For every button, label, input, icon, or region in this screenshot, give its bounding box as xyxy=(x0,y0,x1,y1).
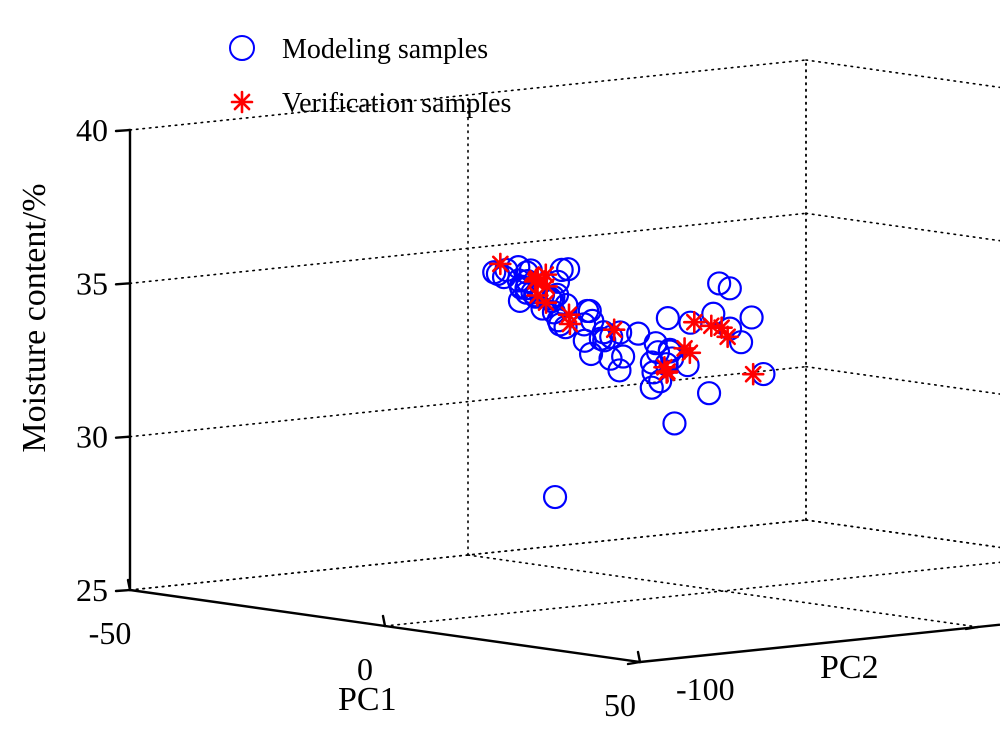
x-tick-label: -50 xyxy=(89,615,132,651)
grid-line xyxy=(129,212,807,285)
modeling-sample-point xyxy=(611,344,636,369)
modeling-sample-point xyxy=(643,331,668,356)
grid-line xyxy=(129,59,807,131)
z-tick-label: 30 xyxy=(76,419,108,455)
y-tick-label: -100 xyxy=(676,671,735,707)
z-tick-label: 35 xyxy=(76,265,108,301)
modeling-sample-point xyxy=(542,484,568,510)
data-marks xyxy=(482,252,776,510)
legend-star-glyph xyxy=(230,90,254,114)
z-axis-title: Moisture content/% xyxy=(16,183,53,452)
grid-lines xyxy=(129,59,1000,663)
x-tick-label: 0 xyxy=(357,651,373,687)
z-tick-label: 25 xyxy=(76,572,108,608)
modeling-sample-point xyxy=(655,306,680,331)
z-tick-mark xyxy=(114,282,132,286)
modeling-sample-point xyxy=(578,341,604,367)
verification-sample-point xyxy=(656,360,679,383)
grid-line xyxy=(805,212,1000,242)
legend-label-modeling: Modeling samples xyxy=(282,34,488,65)
legend-label-verification: Verification samples xyxy=(282,88,511,119)
grid-line xyxy=(384,561,1000,627)
z-tick-mark xyxy=(114,128,132,133)
modeling-sample-point xyxy=(607,358,632,383)
grid-line xyxy=(129,519,807,591)
verification-sample-point xyxy=(558,312,582,336)
grid-line xyxy=(467,554,979,628)
z-tick-mark xyxy=(114,435,132,439)
verification-sample-point xyxy=(602,318,626,342)
modeling-sample-point xyxy=(717,276,742,301)
modeling-sample-point xyxy=(639,350,664,375)
legend-circle-marker xyxy=(229,35,255,61)
legend: Modeling samples Verification samples xyxy=(229,34,511,119)
y-axis-title: PC2 xyxy=(820,649,879,686)
axes xyxy=(114,128,1000,666)
x-tick-mark xyxy=(126,578,132,592)
z-tick-label: 40 xyxy=(76,112,108,148)
modeling-sample-point xyxy=(556,257,581,282)
verification-sample-point xyxy=(678,341,702,365)
y-tick-mark xyxy=(626,660,642,666)
legend-star-marker xyxy=(230,90,254,114)
x-tick-mark xyxy=(636,650,642,664)
grid-line xyxy=(805,519,1000,549)
grid-line xyxy=(129,365,807,438)
modeling-sample-point xyxy=(696,381,722,406)
modeling-sample-point xyxy=(506,254,531,280)
modeling-sample-point xyxy=(707,271,732,296)
x-tick-mark xyxy=(381,614,387,628)
modeling-sample-point xyxy=(575,298,600,324)
grid-line xyxy=(805,365,1000,395)
modeling-sample-point xyxy=(639,375,664,400)
verification-sample-point xyxy=(534,263,558,286)
grid-line xyxy=(805,59,1000,89)
modeling-sample-point xyxy=(739,305,764,330)
modeling-sample-point xyxy=(662,411,687,436)
verification-sample-point xyxy=(700,314,723,338)
verification-sample-point xyxy=(741,362,765,386)
z-tick-mark xyxy=(114,588,132,593)
x-axis-title: PC1 xyxy=(338,681,397,718)
verification-sample-point xyxy=(489,252,512,276)
modeling-sample-point xyxy=(482,260,507,285)
x-tick-label: 50 xyxy=(604,687,636,723)
modeling-sample-point xyxy=(728,330,754,355)
y-tick-mark xyxy=(964,625,980,631)
grid-line xyxy=(805,519,1000,549)
verification-sample-point xyxy=(683,310,706,334)
